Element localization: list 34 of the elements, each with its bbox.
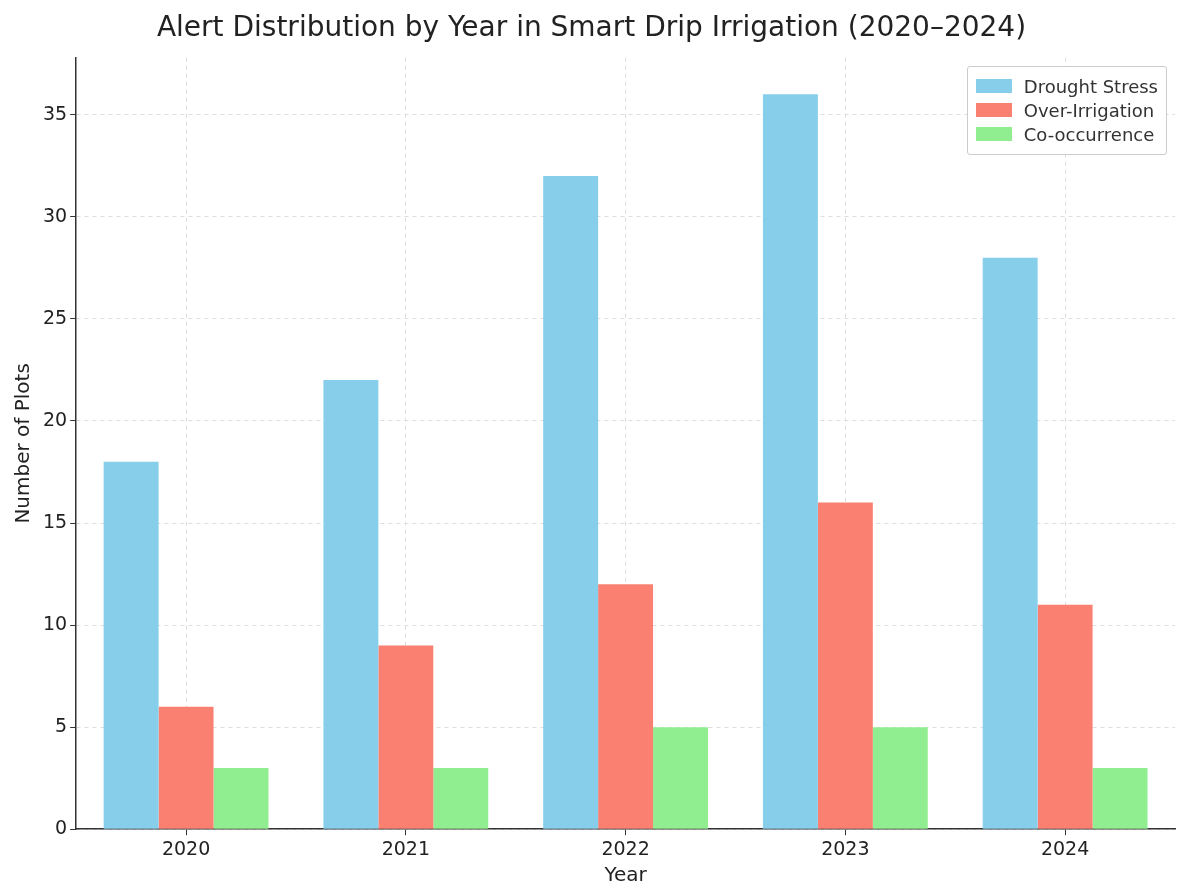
bar [378, 645, 434, 829]
bar [1092, 767, 1148, 829]
x-tick-label: 2023 [821, 836, 870, 859]
x-tick-label: 2024 [1040, 836, 1090, 859]
legend-label: Over-Irrigation [1023, 99, 1155, 121]
y-tick-label: 5 [55, 714, 68, 737]
x-tick-label: 2021 [381, 836, 430, 859]
chart-title: Alert Distribution by Year in Smart Drip Irrigation (2020–2024) [156, 10, 1027, 44]
bar [103, 461, 159, 829]
legend-label: Drought Stress [1023, 75, 1158, 97]
y-tick-label: 15 [42, 509, 68, 532]
x-tick-label: 2020 [161, 836, 211, 859]
bar [213, 767, 269, 829]
bar [982, 257, 1038, 829]
bar [543, 175, 599, 829]
y-tick-label: 25 [42, 305, 68, 328]
y-tick-label: 0 [55, 816, 68, 839]
y-tick-label: 10 [42, 612, 68, 635]
x-tick-label: 2022 [601, 836, 650, 859]
y-tick-label: 20 [42, 407, 68, 430]
bar [762, 94, 818, 829]
y-tick-label: 35 [42, 101, 68, 124]
bar [598, 584, 654, 829]
x-axis-title: Year [603, 862, 648, 887]
bar [1037, 604, 1093, 829]
bar [158, 706, 214, 829]
bar [323, 380, 379, 829]
bar [433, 767, 489, 829]
legend-label: Co-occurrence [1023, 123, 1155, 145]
bar [872, 727, 928, 829]
bar [653, 727, 708, 829]
y-tick-label: 30 [42, 203, 68, 226]
bar [817, 502, 873, 829]
y-axis-title: Number of Plots [10, 363, 35, 524]
